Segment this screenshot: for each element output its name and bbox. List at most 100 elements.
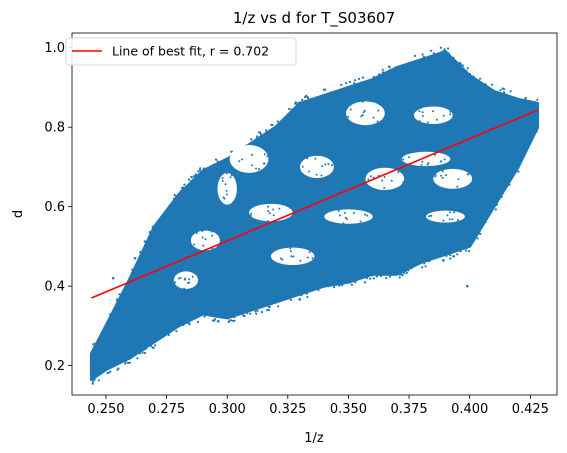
scatter-point — [357, 83, 361, 86]
scatter-point — [313, 287, 316, 290]
scatter-point — [309, 98, 313, 101]
scatter-point — [442, 219, 445, 222]
scatter-point — [344, 216, 347, 219]
scatter-point — [372, 277, 375, 280]
legend-label: Line of best fit, r = 0.702 — [112, 44, 269, 59]
scatter-point — [202, 244, 205, 247]
scatter-point — [224, 160, 227, 163]
scatter-point — [348, 80, 351, 83]
scatter-point — [379, 75, 382, 78]
scatter-point — [256, 142, 259, 145]
scatter-point — [400, 273, 403, 276]
scatter-point — [155, 337, 158, 340]
scatter-point — [304, 289, 307, 292]
scatter-point — [484, 221, 487, 224]
scatter-point — [388, 275, 392, 278]
scatter-point — [90, 357, 93, 360]
scatter-point — [128, 357, 131, 361]
scatter-point — [298, 297, 301, 300]
scatter-point — [244, 305, 247, 308]
scatter-point — [458, 69, 461, 72]
scatter-point — [361, 84, 364, 88]
scatter-point — [278, 207, 281, 210]
scatter-point — [333, 286, 336, 289]
scatter-point — [441, 50, 444, 53]
scatter-point — [183, 183, 186, 186]
scatter-point — [116, 298, 119, 301]
scatter-point — [426, 121, 429, 124]
scatter-point — [216, 309, 220, 312]
scatter-point — [484, 83, 487, 86]
scatter-gap — [217, 172, 237, 205]
scatter-point — [195, 232, 198, 235]
x-tick-label: 0.275 — [148, 402, 185, 417]
scatter-point — [167, 329, 170, 332]
scatter-point — [505, 185, 508, 188]
scatter-point — [227, 311, 230, 314]
scatter-point — [381, 68, 384, 71]
scatter-point — [211, 170, 214, 173]
scatter-point — [514, 170, 517, 173]
y-tick-label: 0.4 — [44, 280, 65, 295]
scatter-point — [439, 56, 442, 59]
scatter-point — [225, 189, 228, 192]
scatter-point — [302, 104, 305, 107]
scatter-point — [117, 360, 120, 363]
scatter-point — [402, 181, 405, 184]
scatter-point — [353, 82, 356, 85]
scatter-point — [349, 108, 352, 111]
scatter-point — [272, 208, 275, 211]
scatter-point — [270, 299, 274, 302]
scatter-point — [354, 279, 357, 282]
scatter-point — [289, 247, 292, 250]
scatter-point — [370, 175, 372, 178]
scatter-point — [299, 106, 302, 109]
scatter-point — [249, 312, 252, 315]
scatter-point — [314, 157, 317, 160]
scatter-point — [324, 163, 327, 166]
scatter-point — [528, 139, 531, 142]
scatter-point — [403, 272, 406, 275]
scatter-point — [403, 265, 406, 268]
scatter-point — [292, 255, 295, 258]
scatter-point — [321, 284, 325, 287]
scatter-point — [330, 283, 333, 286]
scatter-point — [136, 357, 139, 360]
scatter-point — [353, 79, 356, 82]
scatter-point — [469, 80, 473, 83]
scatter-point — [267, 308, 270, 311]
scatter-point — [480, 85, 483, 88]
scatter-point — [125, 286, 128, 289]
y-tick-label: 0.2 — [44, 359, 65, 374]
scatter-point — [97, 379, 100, 382]
scatter-point — [281, 258, 284, 261]
scatter-point — [457, 178, 460, 181]
scatter-point — [343, 277, 346, 280]
scatter-point — [190, 175, 193, 178]
scatter-point — [394, 66, 397, 69]
scatter-point — [175, 195, 178, 198]
scatter-point — [497, 197, 501, 200]
scatter-point — [436, 58, 439, 61]
scatter-point — [140, 347, 143, 350]
scatter-point — [183, 320, 186, 324]
scatter-point — [398, 276, 401, 279]
scatter-point — [460, 245, 464, 248]
scatter-point — [270, 134, 273, 137]
scatter-point — [332, 91, 335, 94]
scatter-point — [438, 53, 441, 56]
scatter-point — [426, 163, 429, 166]
scatter-point — [224, 183, 227, 186]
scatter-point — [372, 116, 375, 119]
scatter-point — [277, 305, 280, 308]
scatter-point — [491, 89, 494, 92]
scatter-gap — [229, 145, 269, 173]
scatter-point — [311, 100, 314, 103]
scatter-point — [193, 243, 196, 246]
scatter-point — [408, 156, 411, 159]
scatter-point — [359, 81, 362, 84]
scatter-point — [434, 175, 437, 178]
scatter-point — [124, 360, 127, 363]
scatter-point — [246, 312, 249, 315]
scatter-point — [267, 210, 270, 213]
